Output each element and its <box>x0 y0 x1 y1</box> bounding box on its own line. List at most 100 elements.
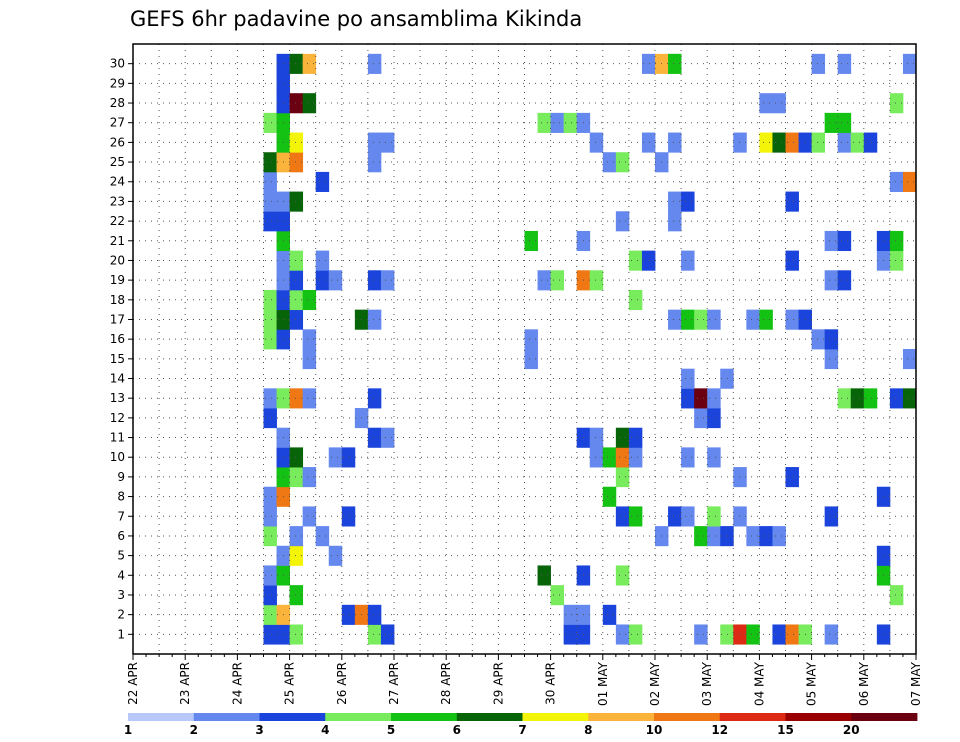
x-tick-label: 07 MAY <box>909 661 923 706</box>
chart-title: GEFS 6hr padavine po ansamblima Kikinda <box>130 7 582 31</box>
heatmap-cell <box>837 270 852 291</box>
heatmap-cell <box>302 388 317 409</box>
y-tick-label: 8 <box>117 490 125 504</box>
heatmap-cell <box>537 112 551 133</box>
heatmap-cell <box>289 447 304 468</box>
heatmap-cell <box>524 230 538 252</box>
heatmap-cell <box>811 329 826 350</box>
heatmap-cell <box>902 349 917 370</box>
colorbar-tick-label: 2 <box>190 723 198 737</box>
heatmap-cell <box>628 289 643 311</box>
heatmap-cell <box>563 624 578 645</box>
y-tick-label: 26 <box>110 135 125 149</box>
colorbar-swatch <box>719 713 786 721</box>
x-tick-label: 01 MAY <box>596 661 610 706</box>
heatmap-cell <box>602 447 617 468</box>
heatmap-cell <box>328 270 343 291</box>
heatmap-cell <box>902 53 917 74</box>
heatmap-cell <box>720 526 734 547</box>
heatmap-cell <box>263 565 277 586</box>
colorbar-tick-label: 7 <box>518 723 526 737</box>
colorbar-swatch <box>193 713 260 721</box>
heatmap-cell <box>824 112 839 133</box>
y-tick-label: 27 <box>110 116 125 130</box>
heatmap-cells <box>263 53 917 645</box>
heatmap-cell <box>785 132 799 153</box>
heatmap-cell <box>720 368 734 389</box>
heatmap-cell <box>837 112 852 133</box>
y-tick-label: 5 <box>117 549 125 563</box>
heatmap-cell <box>641 250 656 271</box>
heatmap-cell <box>263 191 277 212</box>
heatmap-cell <box>668 53 682 74</box>
heatmap-cell <box>367 309 382 330</box>
heatmap-cell <box>524 349 538 370</box>
y-tick-label: 22 <box>110 214 125 228</box>
heatmap-cell <box>850 132 865 153</box>
x-tick-label: 03 MAY <box>700 661 714 706</box>
heatmap-cell <box>380 132 395 153</box>
y-tick-label: 24 <box>110 175 125 189</box>
heatmap-cell <box>785 309 799 330</box>
colorbar-tick-label: 4 <box>321 723 329 737</box>
heatmap-cell <box>367 152 382 173</box>
y-tick-label: 19 <box>110 273 125 287</box>
heatmap-cell <box>707 447 721 468</box>
heatmap-cell <box>707 506 721 527</box>
x-tick-label: 02 MAY <box>648 661 662 706</box>
heatmap-cell <box>850 388 865 409</box>
y-tick-label: 2 <box>117 608 125 622</box>
heatmap-cell <box>681 250 695 271</box>
heatmap-cell <box>863 388 878 409</box>
colorbar-swatch <box>785 713 852 721</box>
y-tick-label: 6 <box>117 529 125 543</box>
heatmap-cell <box>615 427 630 448</box>
heatmap-cell <box>263 408 277 429</box>
heatmap-cell <box>550 112 565 133</box>
heatmap-cell <box>824 506 839 527</box>
heatmap-cell <box>668 191 682 212</box>
heatmap-cell <box>785 624 799 645</box>
colorbar-swatch <box>588 713 655 721</box>
y-tick-label: 23 <box>110 194 125 208</box>
heatmap-cell <box>537 565 551 586</box>
heatmap-cell <box>602 486 617 507</box>
heatmap-cell <box>289 191 304 212</box>
heatmap-cell <box>681 368 695 389</box>
heatmap-cell <box>302 506 317 527</box>
y-tick-label: 16 <box>110 332 125 346</box>
y-tick-label: 29 <box>110 76 125 90</box>
y-tick-label: 25 <box>110 155 125 169</box>
y-tick-label: 10 <box>110 450 125 464</box>
heatmap-cell <box>811 53 826 74</box>
heatmap-cell <box>733 467 747 488</box>
heatmap-cell <box>694 408 708 429</box>
colorbar-tick-label: 3 <box>255 723 263 737</box>
heatmap-cell <box>263 289 277 311</box>
heatmap-cell <box>772 93 786 114</box>
heatmap-cell <box>289 132 304 153</box>
heatmap-cell <box>694 388 708 409</box>
heatmap-cell <box>615 467 630 488</box>
heatmap-cell <box>263 585 277 606</box>
y-tick-label: 21 <box>110 234 125 248</box>
y-tick-label: 17 <box>110 312 125 326</box>
heatmap-cell <box>615 506 630 527</box>
colorbar-swatch <box>654 713 721 721</box>
heatmap-cell <box>733 624 747 645</box>
heatmap-cell <box>772 526 786 547</box>
heatmap-cell <box>628 250 643 271</box>
y-tick-label: 1 <box>117 627 125 641</box>
heatmap-cell <box>302 467 317 488</box>
heatmap-cell <box>824 270 839 291</box>
heatmap-cell <box>694 309 708 330</box>
heatmap-cell <box>615 565 630 586</box>
heatmap-cell <box>563 604 578 625</box>
heatmap-cell <box>341 604 356 625</box>
heatmap-cell <box>341 447 356 468</box>
heatmap-cell <box>263 211 277 232</box>
y-tick-label: 30 <box>110 57 125 71</box>
heatmap-cell <box>668 309 682 330</box>
heatmap-cell <box>328 545 343 566</box>
colorbar-tick-label: 5 <box>387 723 395 737</box>
